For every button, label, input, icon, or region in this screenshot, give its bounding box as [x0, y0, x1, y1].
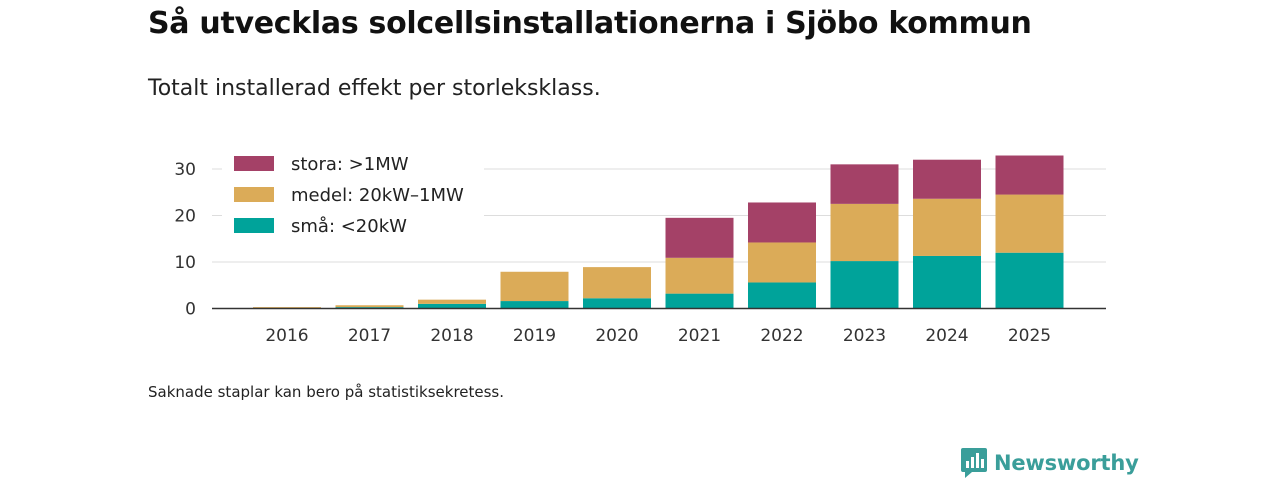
- bar-sma-2025: [995, 252, 1064, 309]
- chart-subtitle: Totalt installerad effekt per storlekskl…: [148, 76, 601, 101]
- stacked-bar-chart: 0 10 20 30 2016 2017 2018 2019 2020 2021 2022 2023 2…: [174, 148, 1106, 346]
- bars: [253, 155, 1064, 309]
- y-tick-label: 30: [174, 160, 196, 180]
- y-tick-label: 10: [174, 253, 196, 273]
- bar-stora-2022: [748, 202, 816, 243]
- bar-stora-2024: [913, 159, 981, 199]
- legend-swatch-sma: [234, 218, 274, 233]
- legend-label-stora: stora: >1MW: [291, 154, 409, 175]
- x-tick-label: 2016: [265, 326, 308, 346]
- legend: stora: >1MW medel: 20kW–1MW små: <20kW: [222, 148, 484, 242]
- x-tick-label: 2017: [348, 326, 391, 346]
- legend-swatch-medel: [234, 187, 274, 202]
- legend-label-sma: små: <20kW: [291, 216, 407, 237]
- bar-medel-2020: [583, 267, 651, 299]
- bar-sma-2022: [748, 282, 816, 309]
- x-tick-label: 2021: [678, 326, 721, 346]
- bar-sma-2018: [418, 303, 486, 309]
- bar-stora-2025: [995, 155, 1064, 195]
- bar-medel-2016: [253, 307, 321, 309]
- y-tick-label: 0: [185, 300, 196, 320]
- newsworthy-logo[interactable]: Newsworthy: [960, 446, 1139, 480]
- bar-sma-2024: [913, 255, 981, 309]
- bar-medel-2023: [830, 203, 899, 262]
- footnote: Saknade staplar kan bero på statistiksek…: [148, 383, 505, 401]
- y-tick-label: 20: [174, 207, 196, 227]
- bar-medel-2018: [418, 299, 486, 304]
- legend-swatch-stora: [234, 156, 274, 171]
- bar-stora-2023: [830, 164, 899, 204]
- x-tick-label: 2022: [760, 326, 803, 346]
- bar-medel-2019: [500, 271, 569, 302]
- bar-medel-2022: [748, 242, 816, 283]
- bar-stora-2021: [665, 217, 734, 258]
- bar-sma-2021: [665, 293, 734, 309]
- chart-speech-bubble-icon: [961, 448, 987, 478]
- bar-medel-2017: [335, 305, 404, 308]
- chart-title: Så utvecklas solcellsinstallationerna i …: [148, 6, 1032, 41]
- legend-label-medel: medel: 20kW–1MW: [291, 185, 464, 206]
- bar-medel-2021: [665, 257, 734, 294]
- axes: 0 10 20 30 2016 2017 2018 2019 2020 2021 2022 2023 2…: [174, 160, 1106, 346]
- bar-medel-2025: [995, 194, 1064, 253]
- x-tick-label: 2024: [925, 326, 968, 346]
- bar-sma-2020: [583, 298, 651, 309]
- x-tick-label: 2018: [430, 326, 473, 346]
- brand-name: Newsworthy: [994, 451, 1139, 475]
- x-tick-label: 2025: [1008, 326, 1051, 346]
- bar-medel-2024: [913, 198, 981, 256]
- x-tick-label: 2019: [513, 326, 556, 346]
- bar-sma-2023: [830, 261, 899, 309]
- bar-sma-2019: [500, 301, 569, 309]
- x-tick-label: 2020: [595, 326, 638, 346]
- x-tick-label: 2023: [843, 326, 886, 346]
